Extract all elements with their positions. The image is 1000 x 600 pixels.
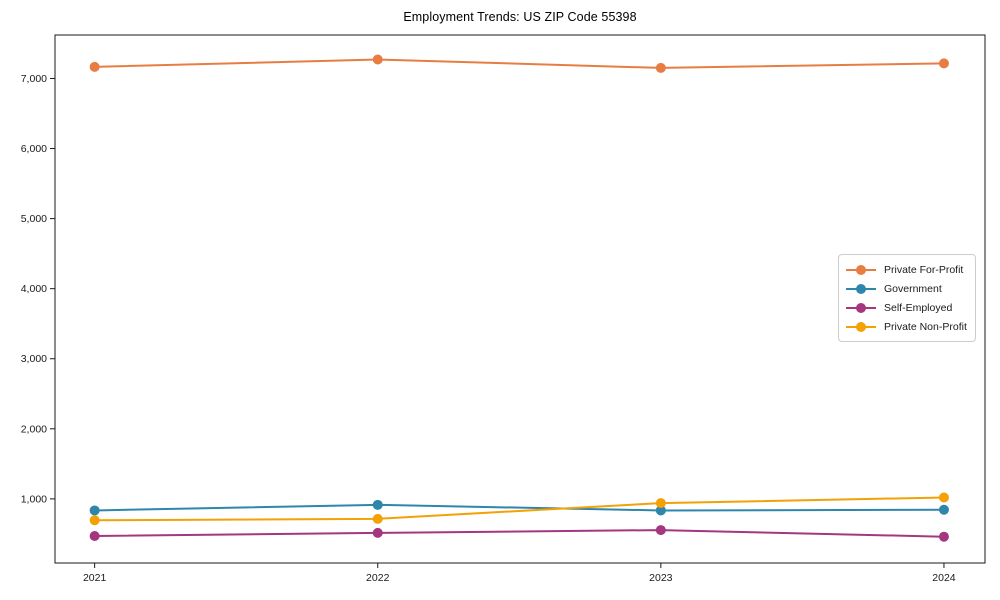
x-tick-label: 2023 — [649, 572, 673, 584]
legend-item-government: Government — [845, 283, 969, 295]
legend-marker-private-for-profit — [846, 264, 876, 275]
y-tick-label: 4,000 — [21, 283, 47, 295]
legend-label: Self-Employed — [884, 301, 953, 314]
plot-border — [54, 34, 986, 564]
data-point-government — [372, 499, 383, 510]
data-point-private-for-profit — [938, 58, 949, 69]
data-point-private-non-profit — [655, 498, 666, 509]
legend-item-self-employed: Self-Employed — [845, 302, 969, 314]
data-point-self-employed — [372, 527, 383, 538]
data-point-private-non-profit — [89, 515, 100, 526]
series-line-private-for-profit — [94, 58, 944, 69]
y-tick-label: 7,000 — [21, 73, 47, 85]
legend-label: Private Non-Profit — [884, 320, 967, 333]
data-point-government — [655, 505, 666, 516]
series-line-self-employed — [94, 529, 944, 538]
legend-marker-self-employed — [846, 302, 876, 313]
data-point-private-non-profit — [938, 492, 949, 503]
legend-swatch-dot — [856, 283, 866, 294]
legend-swatch-dot — [856, 321, 866, 332]
legend-swatch-dot — [856, 264, 866, 275]
data-point-government — [938, 504, 949, 515]
legend-item-private-non-profit: Private Non-Profit — [845, 321, 969, 333]
y-tick-label: 1,000 — [21, 493, 47, 505]
data-point-self-employed — [655, 525, 666, 536]
legend-item-private-for-profit: Private For-Profit — [845, 264, 969, 276]
x-tick-label: 2021 — [83, 572, 107, 584]
y-tick-label: 2,000 — [21, 423, 47, 435]
series-line-government — [94, 503, 944, 512]
data-point-self-employed — [938, 531, 949, 542]
series-line-private-non-profit — [94, 496, 944, 522]
data-point-private-non-profit — [372, 513, 383, 524]
legend-swatch-dot — [856, 302, 866, 313]
legend-marker-government — [846, 283, 876, 294]
data-point-government — [89, 505, 100, 516]
x-tick-label: 2024 — [932, 572, 956, 584]
data-point-private-for-profit — [372, 54, 383, 65]
legend-marker-private-non-profit — [846, 321, 876, 332]
chart-title: Employment Trends: US ZIP Code 55398 — [403, 10, 637, 24]
data-point-private-for-profit — [655, 62, 666, 73]
data-point-private-for-profit — [89, 61, 100, 72]
y-tick-label: 6,000 — [21, 143, 47, 155]
legend-label: Government — [884, 282, 942, 295]
legend-label: Private For-Profit — [884, 263, 964, 276]
data-point-self-employed — [89, 531, 100, 542]
x-tick-label: 2022 — [366, 572, 390, 584]
y-tick-label: 3,000 — [21, 353, 47, 365]
y-tick-label: 5,000 — [21, 213, 47, 225]
chart-legend: Private For-Profit Government Self-Employe… — [838, 254, 976, 342]
